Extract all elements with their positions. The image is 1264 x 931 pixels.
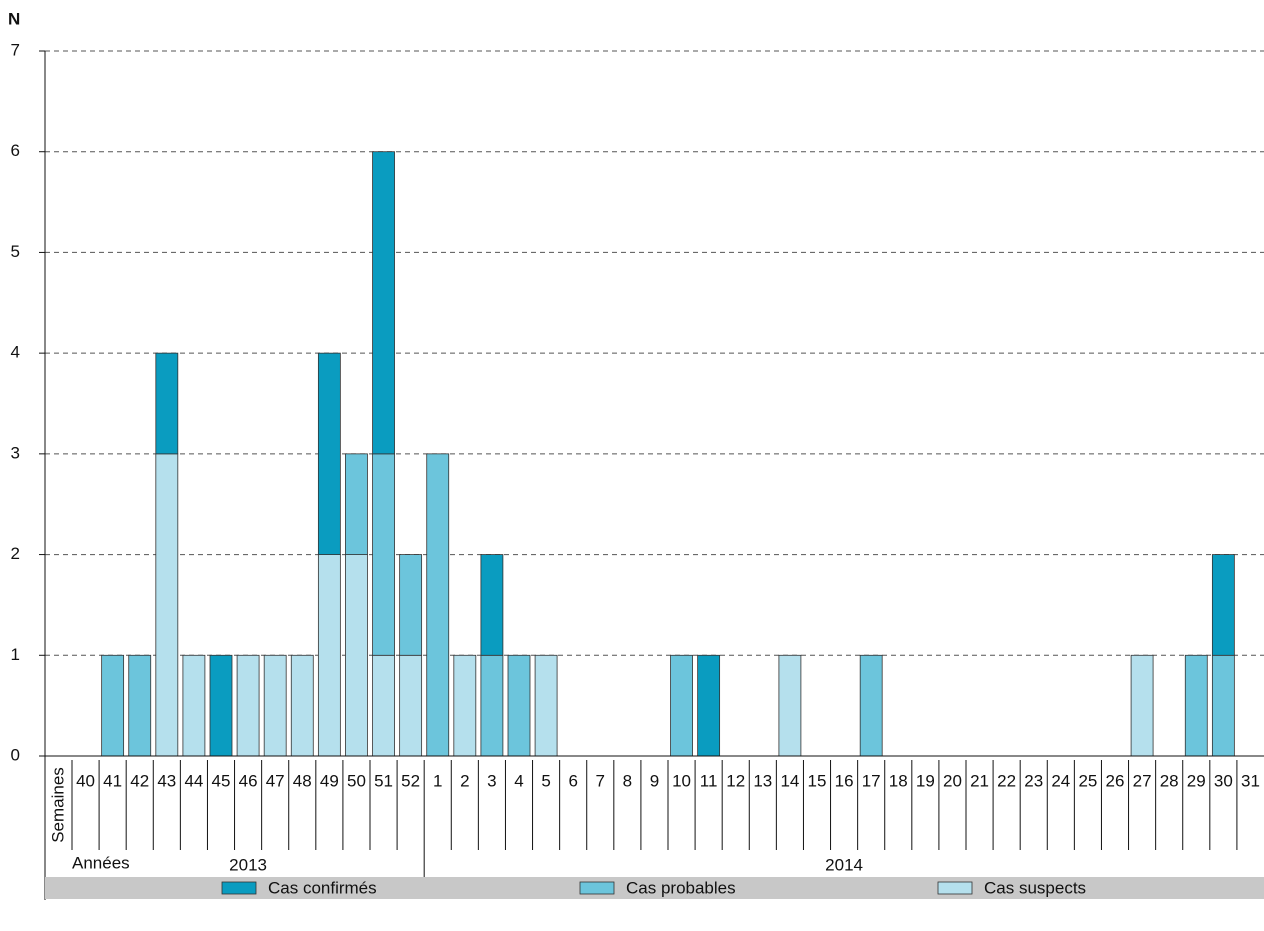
y-tick-label: 3 (11, 443, 20, 462)
bar-segment (290, 654, 314, 757)
bar-segment (1130, 654, 1154, 757)
bar-segment (317, 352, 341, 555)
x-row-label: Semaines (48, 767, 67, 843)
x-tick-label: 14 (780, 771, 799, 790)
x-tick-label: 28 (1160, 771, 1179, 790)
bar-segment (480, 554, 504, 656)
x-tick-label: 29 (1187, 771, 1206, 790)
x-tick-label: 27 (1133, 771, 1152, 790)
bar-segment (236, 654, 260, 757)
bar-segment (182, 654, 206, 757)
x-tick-label: 9 (650, 771, 659, 790)
x-tick-label: 10 (672, 771, 691, 790)
y-tick-label: 6 (11, 141, 20, 160)
x-tick-label: 40 (76, 771, 95, 790)
x-tick-label: 11 (700, 771, 718, 790)
bar-segment (507, 654, 531, 757)
x-tick-label: 31 (1241, 771, 1260, 790)
x-tick-label: 24 (1051, 771, 1070, 790)
year-row-label: Années (72, 853, 130, 872)
x-tick-label: 15 (808, 771, 827, 790)
bar-segment (697, 654, 721, 757)
bar-segment (345, 453, 368, 555)
bar-segment (859, 654, 883, 757)
x-tick-label: 50 (347, 771, 366, 790)
bar-segment (670, 654, 693, 757)
x-tick-label: 18 (889, 771, 908, 790)
x-tick-label: 23 (1024, 771, 1043, 790)
x-tick-label: 7 (596, 771, 605, 790)
x-tick-label: 49 (320, 771, 339, 790)
y-tick-label: 2 (11, 544, 20, 563)
bar-segment (372, 453, 395, 656)
x-tick-label: 1 (433, 771, 442, 790)
bar-segment (155, 352, 179, 455)
x-tick-label: 8 (623, 771, 632, 790)
year-label: 2014 (825, 855, 863, 874)
x-tick-label: 16 (835, 771, 854, 790)
bar-segment (155, 453, 179, 757)
y-tick-label: 7 (11, 40, 20, 59)
x-tick-label: 12 (726, 771, 745, 790)
bar-segment (372, 654, 395, 757)
legend-label: Cas confirmés (268, 878, 377, 897)
bar-segment (101, 654, 125, 757)
x-tick-label: 25 (1078, 771, 1097, 790)
bar-segment (1184, 654, 1208, 757)
x-tick-label: 46 (239, 771, 258, 790)
x-tick-label: 21 (970, 771, 989, 790)
x-tick-label: 4 (514, 771, 523, 790)
legend-label: Cas suspects (984, 878, 1086, 897)
bar-segment (534, 654, 558, 757)
y-tick-label: 1 (11, 645, 20, 664)
bar-segment (453, 654, 477, 757)
bar-segment (778, 654, 802, 757)
bar-segment (426, 453, 450, 757)
bar-segment (399, 654, 423, 757)
x-tick-label: 41 (103, 771, 122, 790)
legend-swatch (221, 881, 257, 895)
x-tick-label: 47 (266, 771, 285, 790)
x-tick-label: 5 (541, 771, 550, 790)
year-label: 2013 (229, 855, 267, 874)
x-tick-label: 6 (568, 771, 577, 790)
legend-swatch (937, 881, 973, 895)
x-tick-label: 52 (401, 771, 420, 790)
bar-segment (1211, 654, 1235, 757)
x-tick-label: 20 (943, 771, 962, 790)
y-tick-label: 5 (11, 242, 20, 261)
bar-segment (209, 654, 233, 757)
bar-segment (317, 554, 341, 757)
x-tick-label: 26 (1106, 771, 1125, 790)
x-tick-label: 48 (293, 771, 312, 790)
bar-segment (128, 654, 152, 757)
legend-label: Cas probables (626, 878, 736, 897)
x-tick-label: 44 (184, 771, 203, 790)
x-tick-label: 19 (916, 771, 935, 790)
x-tick-label: 45 (212, 771, 231, 790)
x-tick-label: 51 (374, 771, 393, 790)
x-tick-label: 3 (487, 771, 496, 790)
x-tick-label: 43 (157, 771, 176, 790)
y-tick-label: 0 (11, 745, 20, 764)
bar-segment (345, 554, 368, 757)
x-tick-label: 17 (862, 771, 881, 790)
bar-segment (372, 151, 395, 455)
x-tick-label: 30 (1214, 771, 1233, 790)
bar-segment (1211, 554, 1235, 656)
x-tick-label: 22 (997, 771, 1016, 790)
legend-swatch (579, 881, 615, 895)
x-tick-label: 2 (460, 771, 469, 790)
bar-segment (399, 554, 423, 656)
bar-segment (480, 654, 504, 757)
x-tick-label: 42 (130, 771, 149, 790)
y-axis-label: N (8, 9, 20, 28)
y-tick-label: 4 (11, 343, 20, 362)
x-tick-label: 13 (753, 771, 772, 790)
bar-segment (263, 654, 287, 757)
